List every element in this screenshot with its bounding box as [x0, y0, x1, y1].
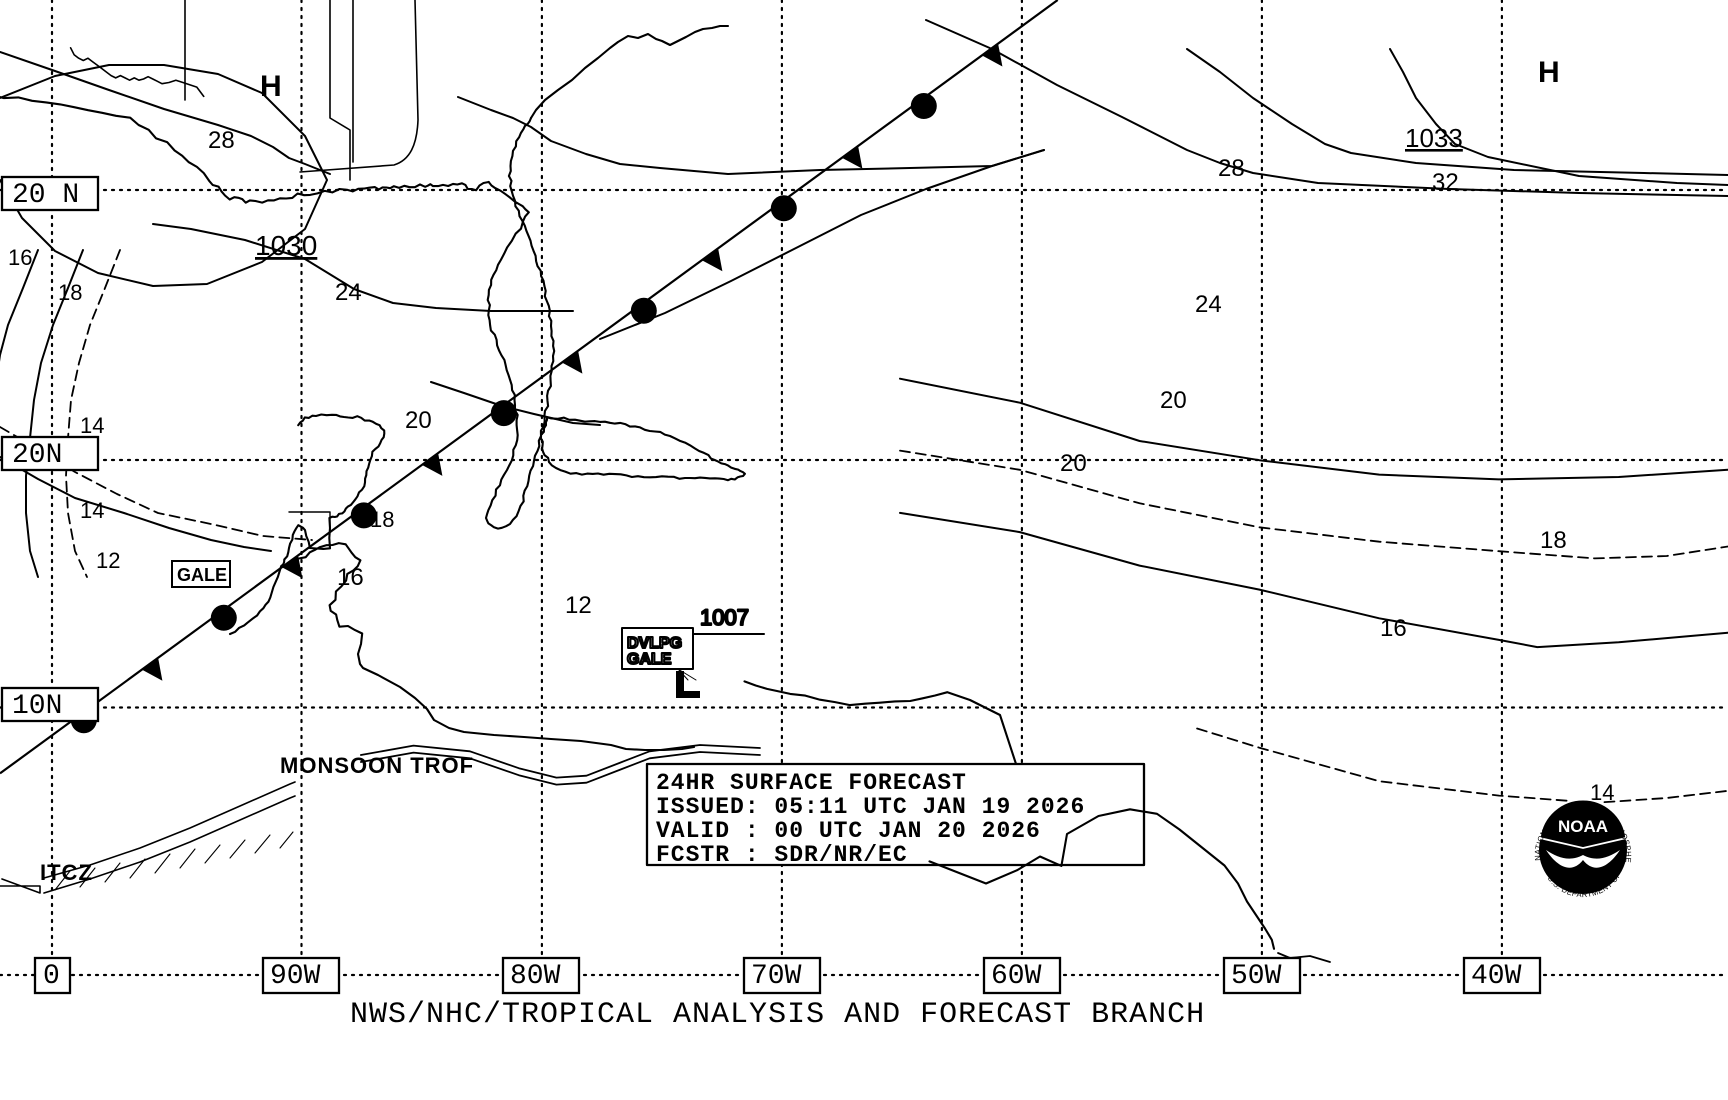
- svg-text:18: 18: [1540, 527, 1567, 554]
- svg-text:1030: 1030: [255, 230, 317, 261]
- svg-text:0: 0: [43, 961, 60, 992]
- svg-text:80W: 80W: [510, 961, 561, 992]
- svg-text:12: 12: [96, 548, 120, 573]
- svg-text:ITCZ: ITCZ: [40, 860, 93, 885]
- svg-text:12: 12: [565, 592, 592, 619]
- svg-text:1007: 1007: [700, 605, 749, 630]
- svg-text:50W: 50W: [1231, 961, 1282, 992]
- svg-text:20N: 20N: [12, 440, 62, 471]
- svg-text:10N: 10N: [12, 691, 62, 722]
- svg-text:16: 16: [8, 245, 32, 270]
- svg-text:24: 24: [335, 279, 362, 306]
- svg-text:20: 20: [405, 407, 432, 434]
- svg-text:20 N: 20 N: [12, 180, 79, 211]
- svg-text:90W: 90W: [270, 961, 321, 992]
- svg-text:NWS/NHC/TROPICAL ANALYSIS AND: NWS/NHC/TROPICAL ANALYSIS AND FORECAST B…: [350, 998, 1205, 1032]
- svg-text:GALE: GALE: [627, 651, 672, 668]
- svg-text:28: 28: [208, 127, 235, 154]
- svg-text:18: 18: [370, 507, 394, 532]
- svg-text:H: H: [1538, 56, 1560, 89]
- svg-text:24: 24: [1195, 291, 1222, 318]
- svg-text:DVLPG: DVLPG: [627, 635, 682, 652]
- svg-text:24HR SURFACE FORECAST: 24HR SURFACE FORECAST: [656, 770, 967, 796]
- svg-text:H: H: [260, 70, 282, 103]
- svg-text:60W: 60W: [991, 961, 1042, 992]
- svg-text:14: 14: [80, 498, 104, 523]
- svg-text:40W: 40W: [1471, 961, 1522, 992]
- svg-text:20: 20: [1060, 450, 1087, 477]
- svg-text:20: 20: [1160, 387, 1187, 414]
- svg-text:16: 16: [1380, 615, 1407, 642]
- svg-text:28: 28: [1218, 155, 1245, 182]
- svg-text:16: 16: [337, 564, 364, 591]
- svg-text:GALE: GALE: [177, 565, 227, 585]
- svg-text:NOAA: NOAA: [1558, 817, 1608, 836]
- svg-text:FCSTR : SDR/NR/EC: FCSTR : SDR/NR/EC: [656, 842, 908, 868]
- svg-text:70W: 70W: [751, 961, 802, 992]
- svg-text:18: 18: [58, 280, 82, 305]
- svg-text:MONSOON TROF: MONSOON TROF: [280, 753, 474, 778]
- svg-text:VALID : 00 UTC JAN 20 2026: VALID : 00 UTC JAN 20 2026: [656, 818, 1041, 844]
- svg-text:1033: 1033: [1405, 123, 1463, 153]
- svg-text:14: 14: [80, 413, 104, 438]
- svg-text:32: 32: [1432, 169, 1459, 196]
- svg-text:ISSUED: 05:11 UTC JAN 19 2026: ISSUED: 05:11 UTC JAN 19 2026: [656, 794, 1085, 820]
